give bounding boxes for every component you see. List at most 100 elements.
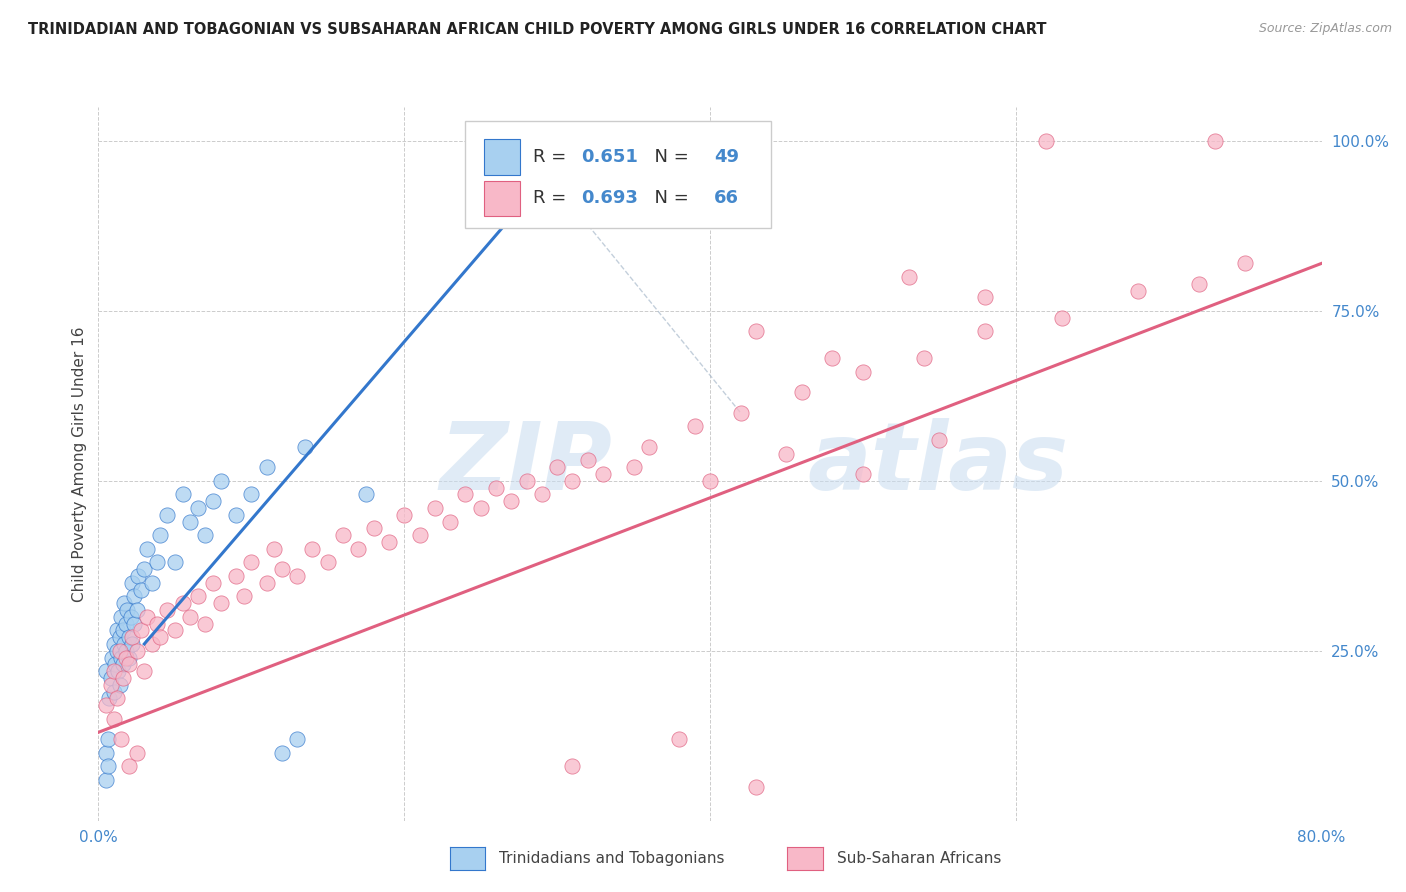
Point: [179, 515, 201, 529]
Point: [101, 650, 124, 665]
Point: [103, 637, 125, 651]
Point: [111, 657, 134, 672]
Point: [637, 440, 661, 454]
Point: [110, 609, 132, 624]
Point: [187, 590, 209, 604]
Point: [115, 650, 138, 665]
Point: [94, 664, 117, 678]
Point: [1128, 284, 1150, 298]
Point: [125, 644, 148, 658]
Point: [516, 474, 538, 488]
Point: [122, 590, 145, 604]
Point: [125, 603, 148, 617]
Point: [285, 732, 308, 747]
Point: [156, 508, 179, 522]
Point: [110, 650, 132, 665]
Point: [115, 616, 138, 631]
Point: [103, 684, 125, 698]
Point: [105, 624, 128, 638]
Point: [897, 269, 920, 284]
Point: [974, 324, 997, 338]
Point: [149, 630, 172, 644]
Point: [354, 487, 377, 501]
Point: [561, 759, 583, 773]
Text: atlas: atlas: [808, 417, 1069, 510]
FancyBboxPatch shape: [465, 121, 772, 228]
Point: [111, 671, 134, 685]
Point: [668, 732, 690, 747]
Point: [775, 447, 797, 461]
Point: [1035, 134, 1057, 148]
Point: [699, 474, 721, 488]
FancyBboxPatch shape: [484, 180, 520, 216]
Text: N =: N =: [643, 189, 695, 207]
Point: [112, 637, 135, 651]
Point: [97, 759, 120, 773]
Text: 0.651: 0.651: [582, 148, 638, 166]
Y-axis label: Child Poverty Among Girls Under 16: Child Poverty Among Girls Under 16: [72, 326, 87, 601]
Point: [240, 487, 263, 501]
Point: [105, 691, 128, 706]
Point: [117, 603, 139, 617]
Point: [94, 772, 117, 787]
Point: [125, 746, 148, 760]
Point: [141, 637, 163, 651]
Text: N =: N =: [643, 148, 695, 166]
Text: ZIP: ZIP: [439, 417, 612, 510]
Point: [912, 351, 935, 366]
Point: [145, 555, 167, 569]
Point: [108, 630, 131, 644]
Point: [127, 569, 149, 583]
Point: [115, 644, 138, 658]
Point: [974, 290, 997, 304]
Text: TRINIDADIAN AND TOBAGONIAN VS SUBSAHARAN AFRICAN CHILD POVERTY AMONG GIRLS UNDER: TRINIDADIAN AND TOBAGONIAN VS SUBSAHARAN…: [28, 22, 1046, 37]
Point: [121, 630, 143, 644]
Point: [94, 746, 117, 760]
Point: [107, 664, 129, 678]
Point: [470, 501, 492, 516]
Point: [332, 528, 354, 542]
Point: [172, 487, 194, 501]
Point: [129, 582, 152, 597]
Point: [316, 555, 339, 569]
Point: [100, 671, 122, 685]
Point: [134, 664, 156, 678]
Point: [194, 616, 217, 631]
FancyBboxPatch shape: [484, 139, 520, 175]
Point: [1234, 256, 1257, 270]
Point: [136, 609, 159, 624]
Point: [118, 630, 141, 644]
Point: [576, 453, 599, 467]
Point: [530, 487, 553, 501]
Text: 66: 66: [714, 189, 738, 207]
Text: Sub-Saharan Africans: Sub-Saharan Africans: [837, 851, 1001, 866]
Point: [97, 732, 120, 747]
Point: [209, 596, 232, 610]
Point: [141, 575, 163, 590]
Point: [790, 385, 813, 400]
Text: 0.693: 0.693: [582, 189, 638, 207]
Point: [100, 678, 122, 692]
Point: [94, 698, 117, 712]
Point: [105, 644, 128, 658]
Point: [294, 440, 316, 454]
Point: [285, 569, 308, 583]
Point: [485, 481, 508, 495]
Point: [112, 596, 135, 610]
Point: [501, 494, 523, 508]
Point: [209, 474, 232, 488]
Point: [121, 637, 143, 651]
Point: [745, 324, 768, 338]
Point: [110, 732, 132, 747]
Point: [187, 501, 209, 516]
Point: [163, 555, 186, 569]
Point: [104, 657, 127, 672]
Point: [232, 590, 254, 604]
Point: [103, 712, 125, 726]
Point: [561, 134, 583, 148]
Point: [172, 596, 194, 610]
Point: [194, 528, 217, 542]
Point: [1204, 134, 1226, 148]
Point: [263, 541, 285, 556]
Point: [122, 616, 145, 631]
